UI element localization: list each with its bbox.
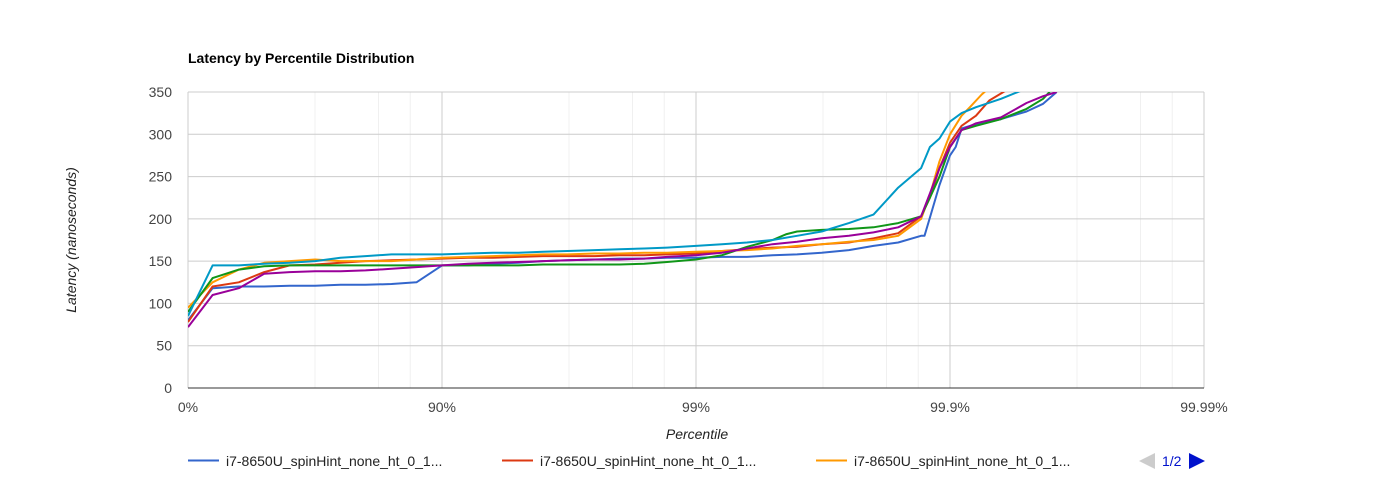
pager-next-icon[interactable]: [1189, 453, 1205, 469]
series-line-1: [188, 92, 1058, 321]
x-tick-label: 90%: [428, 399, 456, 415]
pager-label: 1/2: [1162, 453, 1182, 469]
y-tick-label: 250: [149, 169, 173, 185]
series-line-5: [188, 92, 1057, 328]
series-line-4: [188, 92, 1051, 313]
gridlines: [187, 91, 1205, 389]
y-tick-label: 300: [149, 126, 173, 142]
x-tick-label: 99%: [682, 399, 710, 415]
legend-pager: 1/2: [1139, 453, 1205, 469]
y-tick-label: 0: [164, 380, 172, 396]
series-line-3: [188, 92, 987, 309]
y-tick-label: 200: [149, 211, 173, 227]
chart-title: Latency by Percentile Distribution: [188, 50, 414, 66]
legend: i7-8650U_spinHint_none_ht_0_1... i7-8650U…: [188, 453, 1070, 469]
y-tick-label: 350: [149, 84, 173, 100]
y-axis-title: Latency (nanoseconds): [63, 167, 79, 313]
y-tick-label: 100: [149, 295, 173, 311]
y-tick-label: 50: [156, 338, 172, 354]
series-line-6: [188, 92, 1021, 317]
y-tick-label: 150: [149, 253, 173, 269]
legend-label: i7-8650U_spinHint_none_ht_0_1...: [540, 453, 756, 469]
series-lines: [188, 92, 1058, 328]
x-tick-label: 99.99%: [1180, 399, 1227, 415]
legend-label: i7-8650U_spinHint_none_ht_0_1...: [226, 453, 442, 469]
x-axis-title: Percentile: [666, 426, 728, 442]
legend-label: i7-8650U_spinHint_none_ht_0_1...: [854, 453, 1070, 469]
series-line-2: [188, 92, 1006, 323]
x-tick-label: 99.9%: [930, 399, 970, 415]
plot-area: [188, 92, 1058, 328]
y-axis-ticks: 0 50 100 150 200 250 300 350: [149, 84, 173, 396]
x-tick-label: 0%: [178, 399, 198, 415]
x-axis-ticks: 0% 90% 99% 99.9% 99.99%: [178, 399, 1228, 415]
pager-prev-icon[interactable]: [1139, 453, 1155, 469]
